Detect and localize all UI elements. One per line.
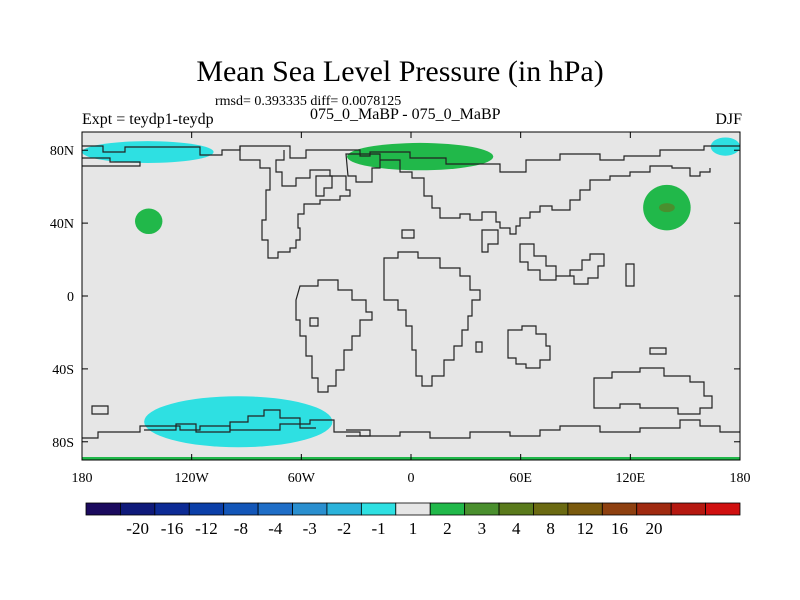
colorbar-label: -20 — [126, 519, 149, 538]
colorbar-swatch — [326, 502, 362, 516]
colorbar-swatch — [429, 502, 466, 516]
colorbar-label: 2 — [443, 519, 452, 538]
colorbar-label: -16 — [161, 519, 184, 538]
y-tick-label: 0 — [67, 290, 74, 305]
colorbar-swatch — [188, 502, 225, 516]
x-tick-label: 60E — [509, 471, 532, 486]
axis-layer: 180 120W 60W 0 60E 120E 180 80N 40N 0 40S 80S — [50, 132, 751, 486]
y-tick-label: 80S — [52, 436, 74, 451]
colorbar-label: -3 — [303, 519, 317, 538]
colorbar-label: -4 — [268, 519, 283, 538]
colorbar-swatch — [636, 502, 672, 516]
anomaly-core-north-west-pacific — [658, 203, 675, 213]
chart-title: Mean Sea Level Pressure (in hPa) — [196, 55, 604, 88]
colorbar-label: 12 — [577, 519, 594, 538]
colorbar-swatch — [705, 502, 741, 516]
colorbar-swatch — [670, 502, 706, 516]
colorbar-swatch — [292, 502, 328, 516]
x-tick-label: 60W — [288, 471, 316, 486]
colorbar-label: -2 — [337, 519, 351, 538]
x-tick-label: 0 — [408, 471, 415, 486]
colorbar-swatch — [120, 502, 156, 516]
y-tick-label: 40N — [50, 217, 74, 232]
y-tick-label: 80N — [50, 144, 74, 159]
colorbar-swatch — [360, 502, 397, 516]
colorbar-label: 20 — [645, 519, 662, 538]
colorbar-swatch — [601, 502, 638, 516]
colorbar-swatch — [533, 502, 569, 516]
x-tick-label: 180 — [730, 471, 751, 486]
colorbar-swatch — [223, 502, 259, 516]
chart-subtitle-rmsd: rmsd= 0.393335 diff= 0.0078125 — [215, 94, 402, 109]
colorbar-label: 1 — [409, 519, 418, 538]
colorbar-swatch — [85, 502, 121, 516]
colorbar-swatch — [464, 502, 500, 516]
y-tick-label: 40S — [52, 363, 74, 378]
colorbar-label: 8 — [546, 519, 555, 538]
colorbar-label: 3 — [478, 519, 487, 538]
colorbar-label: -8 — [234, 519, 248, 538]
x-tick-label: 120W — [175, 471, 210, 486]
colorbar-label: -12 — [195, 519, 218, 538]
colorbar-swatch — [395, 502, 431, 516]
anomaly-arctic-north-pacific — [82, 141, 214, 163]
anomaly-north-pacific — [135, 208, 163, 235]
colorbar-swatch — [498, 502, 534, 516]
colorbar-label: 16 — [611, 519, 628, 538]
x-tick-label: 120E — [616, 471, 646, 486]
colorbar-swatch — [257, 502, 293, 516]
experiment-label: Expt = teydp1-teydp — [82, 111, 214, 128]
x-tick-label: 180 — [72, 471, 93, 486]
colorbar-label: 4 — [512, 519, 521, 538]
colorbar-swatch — [154, 502, 190, 516]
colorbar: -20 -16 -12 -8 -4 -3 -2 -1 1 2 3 4 8 12 16 20 — [85, 502, 741, 538]
colorbar-swatch — [567, 502, 603, 516]
colorbar-label: -1 — [371, 519, 385, 538]
coastlines — [82, 145, 740, 439]
season-label: DJF — [715, 111, 742, 128]
comparison-label: 075_0_MaBP - 075_0_MaBP — [310, 106, 501, 123]
